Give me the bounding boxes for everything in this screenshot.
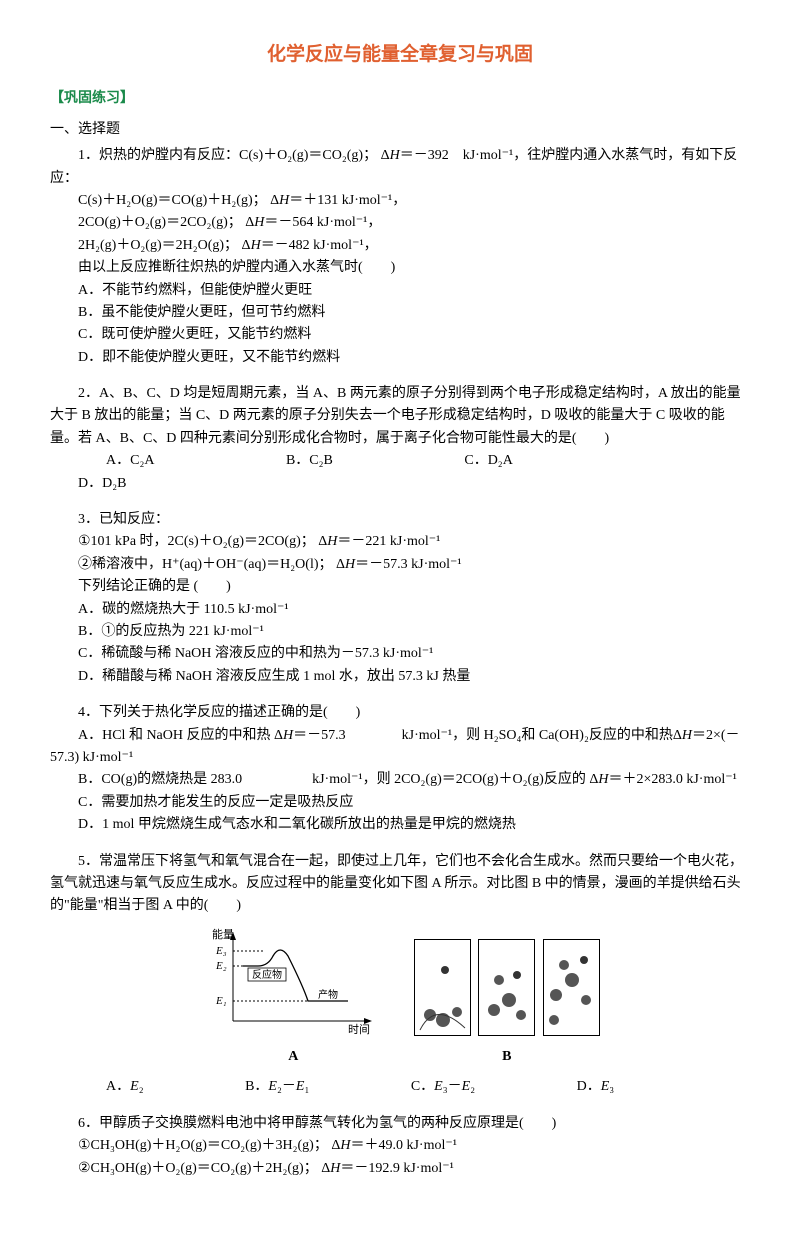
q5-opt-a: A．E₂ (78, 1076, 144, 1098)
q5-stem: 5．常温常压下将氢气和氧气混合在一起，即使过上几年，它们也不会化合生成水。然而只… (50, 851, 750, 918)
subsection-title: 一、选择题 (50, 119, 750, 141)
q2-options: A．C₂A B．C₂B C．D₂A D．D₂B (50, 450, 750, 495)
q4-opt-a: A．HCl 和 NaOH 反应的中和热 ΔH＝－57.3 kJ·mol⁻¹，则 … (50, 725, 750, 770)
fig-a-label: A (208, 1046, 378, 1068)
q1-line3: 2H₂(g)＋O₂(g)＝2H₂O(g)； ΔH＝－482 kJ·mol⁻¹， (50, 235, 750, 257)
energy-chart: 能量 时间 E₃ E₂ E₁ 反应物 产物 A (208, 926, 378, 1069)
figure-row: 能量 时间 E₃ E₂ E₁ 反应物 产物 A (50, 926, 750, 1069)
q1-line2: 2CO(g)＋O₂(g)＝2CO₂(g)； ΔH＝－564 kJ·mol⁻¹， (50, 212, 750, 234)
q1-opt-b: B．虽不能使炉膛火更旺，但可节约燃料 (50, 302, 750, 324)
q3-opt-a: A．碳的燃烧热大于 110.5 kJ·mol⁻¹ (50, 599, 750, 621)
q3-line1: ①101 kPa 时，2C(s)＋O₂(g)＝2CO(g)； ΔH＝－221 k… (50, 531, 750, 553)
q5-opt-d: D．E₃ (549, 1076, 615, 1098)
q2-opt-b: B．C₂B (258, 450, 333, 472)
q2-opt-d: D．D₂B (50, 473, 126, 495)
q4-stem: 4．下列关于热化学反应的描述正确的是( ) (50, 702, 750, 724)
q4-opt-b: B．CO(g)的燃烧热是 283.0 kJ·mol⁻¹，则 2CO₂(g)＝2C… (50, 769, 750, 791)
product-label: 产物 (318, 988, 338, 1001)
q1-stem: 1．炽热的炉膛内有反应：C(s)＋O₂(g)＝CO₂(g)； ΔH＝－392 k… (50, 145, 750, 190)
section-header: 【巩固练习】 (50, 88, 750, 110)
q1-line1: C(s)＋H₂O(g)＝CO(g)＋H₂(g)； ΔH＝＋131 kJ·mol⁻… (50, 190, 750, 212)
q1-line4: 由以上反应推断往炽热的炉膛内通入水蒸气时( ) (50, 257, 750, 279)
e1-label: E₁ (215, 995, 227, 1007)
q3-line2: ②稀溶液中，H⁺(aq)＋OH⁻(aq)＝H₂O(l)； ΔH＝－57.3 kJ… (50, 554, 750, 576)
q2-opt-c: C．D₂A (436, 450, 512, 472)
ylabel: 能量 (212, 927, 234, 941)
reactant-label: 反应物 (252, 968, 282, 981)
q5-opt-c: C．E₃－E₂ (383, 1076, 475, 1098)
q2-stem: 2．A、B、C、D 均是短周期元素，当 A、B 两元素的原子分别得到两个电子形成… (50, 383, 750, 450)
panel-1 (414, 939, 471, 1036)
q5-options: A．E₂ B．E₂－E₁ C．E₃－E₂ D．E₃ (50, 1076, 750, 1098)
page-title: 化学反应与能量全章复习与巩固 (50, 40, 750, 70)
q1-opt-d: D．即不能使炉膛火更旺，又不能节约燃料 (50, 347, 750, 369)
panel-2 (478, 939, 535, 1036)
question-3: 3．已知反应： ①101 kPa 时，2C(s)＋O₂(g)＝2CO(g)； Δ… (50, 509, 750, 688)
question-5: 5．常温常压下将氢气和氧气混合在一起，即使过上几年，它们也不会化合生成水。然而只… (50, 851, 750, 1099)
q5-opt-b: B．E₂－E₁ (217, 1076, 309, 1098)
xlabel: 时间 (348, 1023, 370, 1036)
q2-opt-a: A．C₂A (78, 450, 154, 472)
e2-label: E₂ (215, 960, 227, 972)
question-6: 6．甲醇质子交换膜燃料电池中将甲醇蒸气转化为氢气的两种反应原理是( ) ①CH₃… (50, 1113, 750, 1180)
q1-opt-a: A．不能节约燃料，但能使炉膛火更旺 (50, 280, 750, 302)
question-1: 1．炽热的炉膛内有反应：C(s)＋O₂(g)＝CO₂(g)； ΔH＝－392 k… (50, 145, 750, 369)
q4-opt-d: D．1 mol 甲烷燃烧生成气态水和二氧化碳所放出的热量是甲烷的燃烧热 (50, 814, 750, 836)
q6-line2: ②CH₃OH(g)＋O₂(g)＝CO₂(g)＋2H₂(g)； ΔH＝－192.9… (50, 1158, 750, 1180)
q1-opt-c: C．既可使炉膛火更旺，又能节约燃料 (50, 324, 750, 346)
q3-opt-b: B．①的反应热为 221 kJ·mol⁻¹ (50, 621, 750, 643)
fig-b-label: B (412, 1046, 602, 1068)
q3-opt-c: C．稀硫酸与稀 NaOH 溶液反应的中和热为－57.3 kJ·mol⁻¹ (50, 643, 750, 665)
q6-line1: ①CH₃OH(g)＋H₂O(g)＝CO₂(g)＋3H₂(g)； ΔH＝＋49.0… (50, 1135, 750, 1157)
q3-line3: 下列结论正确的是 ( ) (50, 576, 750, 598)
comic-panels: B (412, 939, 602, 1069)
e3-label: E₃ (215, 945, 227, 957)
question-2: 2．A、B、C、D 均是短周期元素，当 A、B 两元素的原子分别得到两个电子形成… (50, 383, 750, 495)
panel-3 (543, 939, 600, 1036)
q3-opt-d: D．稀醋酸与稀 NaOH 溶液反应生成 1 mol 水，放出 57.3 kJ 热… (50, 666, 750, 688)
q4-opt-c: C．需要加热才能发生的反应一定是吸热反应 (50, 792, 750, 814)
question-4: 4．下列关于热化学反应的描述正确的是( ) A．HCl 和 NaOH 反应的中和… (50, 702, 750, 836)
q3-stem: 3．已知反应： (50, 509, 750, 531)
